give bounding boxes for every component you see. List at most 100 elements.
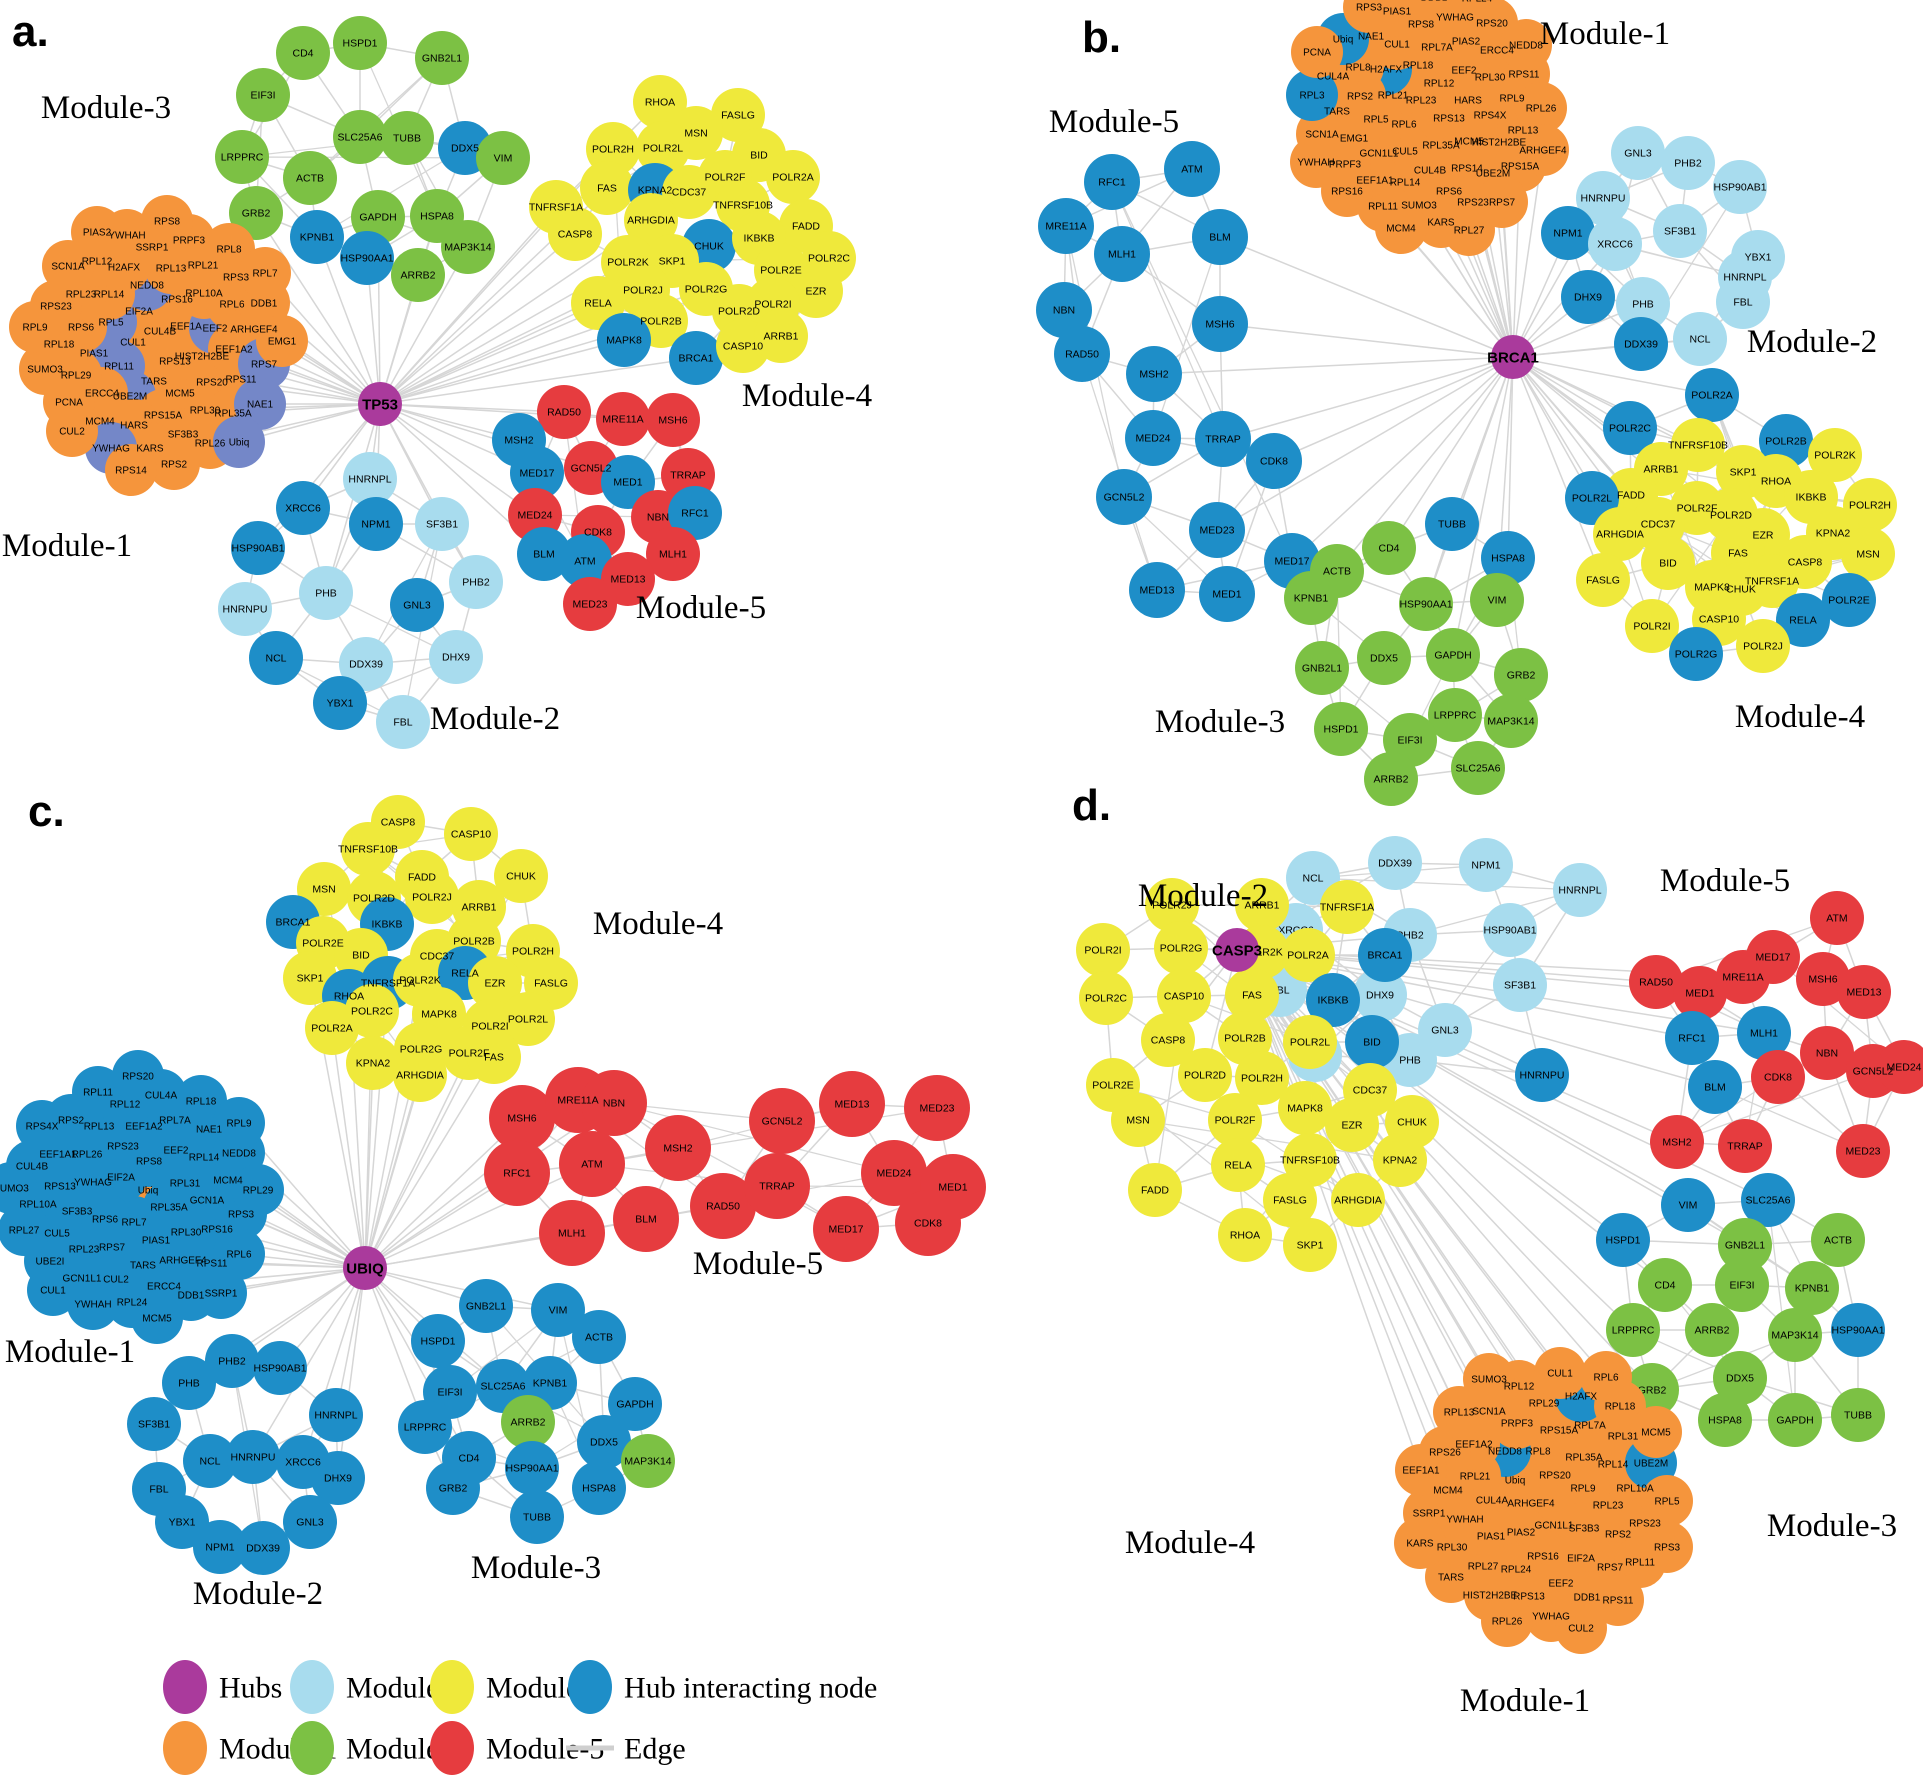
node-label-MCM5: MCM5 <box>1641 1428 1671 1439</box>
node-label-EZR: EZR <box>485 978 506 990</box>
node-label-EMG1: EMG1 <box>1340 134 1369 145</box>
node-label-HSPD1: HSPD1 <box>342 38 377 50</box>
node-FASLG <box>1576 553 1630 607</box>
node-label-CUL2: CUL2 <box>1568 1624 1594 1635</box>
node-label-SSRP1: SSRP1 <box>136 243 169 254</box>
legend: Hubs Module-2 Module-4 Hub interacting node… <box>163 1660 877 1775</box>
node-label-SLC25A6: SLC25A6 <box>1746 1195 1791 1207</box>
hub-node-UBIQ <box>343 1246 387 1290</box>
node-MRE11A <box>596 392 650 446</box>
node-label-CASP10: CASP10 <box>1699 614 1739 626</box>
node-HSP90AA1 <box>340 231 394 285</box>
node-label-NEDD8: NEDD8 <box>130 281 164 292</box>
node-label-ARHGEF4: ARHGEF4 <box>230 325 278 336</box>
node-label-PIAS1: PIAS1 <box>142 1236 171 1247</box>
node-label-EEF1A: EEF1A <box>170 322 202 333</box>
node-label-RPS7: RPS7 <box>1597 1563 1624 1574</box>
node-label-IKBKB: IKBKB <box>372 919 403 931</box>
node-ARRB2 <box>1685 1303 1739 1357</box>
node-label-RPS11: RPS11 <box>1509 70 1540 81</box>
node-label-RPS6: RPS6 <box>92 1215 119 1226</box>
node-label-TARS: TARS <box>1438 1573 1464 1584</box>
node-EEF1A1 <box>1395 1444 1447 1496</box>
node-POLR2A <box>1685 368 1739 422</box>
edge <box>337 1267 366 1479</box>
node-label-EZR: EZR <box>1753 530 1774 542</box>
node-RPL27 <box>0 1204 50 1256</box>
node-label-RPS2: RPS2 <box>1605 1530 1632 1541</box>
node-label-CD4: CD4 <box>458 1453 479 1465</box>
edge <box>379 215 438 405</box>
node-label-YWHAG: YWHAG <box>1532 1612 1570 1623</box>
node-label-POLR2B: POLR2B <box>1224 1033 1265 1045</box>
node-label-FBL: FBL <box>149 1484 168 1496</box>
node-label-EIF3I: EIF3I <box>250 90 275 102</box>
node-label-HIST2H2BE: HIST2H2BE <box>1463 1591 1518 1602</box>
node-label-RPL23: RPL23 <box>69 1245 100 1256</box>
node-MED13 <box>1129 562 1185 618</box>
node-DDX39 <box>1614 317 1668 371</box>
node-label-MCM5: MCM5 <box>165 389 195 400</box>
node-label-MRE11A: MRE11A <box>602 414 643 426</box>
node-label-RPS13: RPS13 <box>1433 114 1465 125</box>
node-POLR2L <box>1283 1015 1337 1069</box>
node-label-NEDD8: NEDD8 <box>1509 41 1543 52</box>
node-label-YBX1: YBX1 <box>327 698 354 710</box>
node-CD4 <box>1362 521 1416 575</box>
node-label-PHB2: PHB2 <box>1674 158 1702 170</box>
node-NBN <box>1036 282 1092 338</box>
module-label-module-5: Module-5 <box>636 590 766 626</box>
node-CUL2 <box>46 405 98 457</box>
node-label-RPL5: RPL5 <box>1654 1497 1679 1508</box>
node-label-RPS7: RPS7 <box>99 1243 126 1254</box>
node-EIF3I <box>1715 1258 1769 1312</box>
node-ARRB2 <box>501 1395 555 1449</box>
node-POLR2H <box>1235 1051 1289 1105</box>
node-GNL3 <box>1418 1003 1472 1057</box>
node-label-POLR2C: POLR2C <box>808 253 850 265</box>
edge <box>1153 356 1514 375</box>
node-HNRNPU <box>1515 1048 1569 1102</box>
node-ARHGDIA <box>393 1048 447 1102</box>
node-GNB2L1 <box>1295 641 1349 695</box>
node-label-YBX1: YBX1 <box>1745 252 1772 264</box>
node-label-GCN5L2: GCN5L2 <box>1104 492 1145 504</box>
node-label-RPL30: RPL30 <box>190 406 221 417</box>
node-RPS3 <box>1641 1521 1693 1573</box>
node-PHB <box>299 566 353 620</box>
node-RPS20 <box>112 1050 164 1102</box>
node-label-VIM: VIM <box>1679 1200 1698 1212</box>
node-label-CUL5: CUL5 <box>44 1229 70 1240</box>
node-GCN5L2 <box>1096 469 1152 525</box>
node-label-GNL3: GNL3 <box>1624 148 1652 160</box>
node-label-ARRB2: ARRB2 <box>510 1417 545 1429</box>
node-CASP8 <box>548 207 602 261</box>
edge <box>1452 356 1514 656</box>
node-label-MSN: MSN <box>1126 1115 1149 1127</box>
node-label-RPL14: RPL14 <box>189 1153 220 1164</box>
node-MSN <box>1841 527 1895 581</box>
node-VIM <box>1470 573 1524 627</box>
node-label-MCM4: MCM4 <box>213 1176 243 1187</box>
node-ATM <box>558 534 612 588</box>
node-label-HNRNPL: HNRNPL <box>1723 272 1766 284</box>
node-label-NCL: NCL <box>1689 334 1710 346</box>
node-label-MSH2: MSH2 <box>663 1143 692 1155</box>
node-label-GRB2: GRB2 <box>242 208 271 220</box>
node-label-XRCC6: XRCC6 <box>285 1457 321 1469</box>
node-label-BLM: BLM <box>1704 1082 1726 1094</box>
node-MED17 <box>510 446 564 500</box>
node-label-ARHGDIA: ARHGDIA <box>1334 1195 1382 1207</box>
panel-d-module-1: ARHGEF4 RPS20 GCN1L1 Ubiq RPL9 PIAS2 RPL8 SF3B3… <box>1394 1347 1693 1654</box>
node-label-RPL29: RPL29 <box>243 1186 274 1197</box>
node-DDX5 <box>577 1415 631 1469</box>
module-label-module-4: Module-4 <box>742 378 872 414</box>
node-label-GNL3: GNL3 <box>1431 1025 1459 1037</box>
node-label-RPL26: RPL26 <box>1526 104 1557 115</box>
node-label-FADD: FADD <box>1141 1185 1169 1197</box>
node-label-PIAS2: PIAS2 <box>83 228 112 239</box>
node-CASP8 <box>1141 1013 1195 1067</box>
node-label-RFC1: RFC1 <box>503 1168 531 1180</box>
node-RFC1 <box>484 1140 550 1206</box>
node-POLR2D <box>1178 1048 1232 1102</box>
